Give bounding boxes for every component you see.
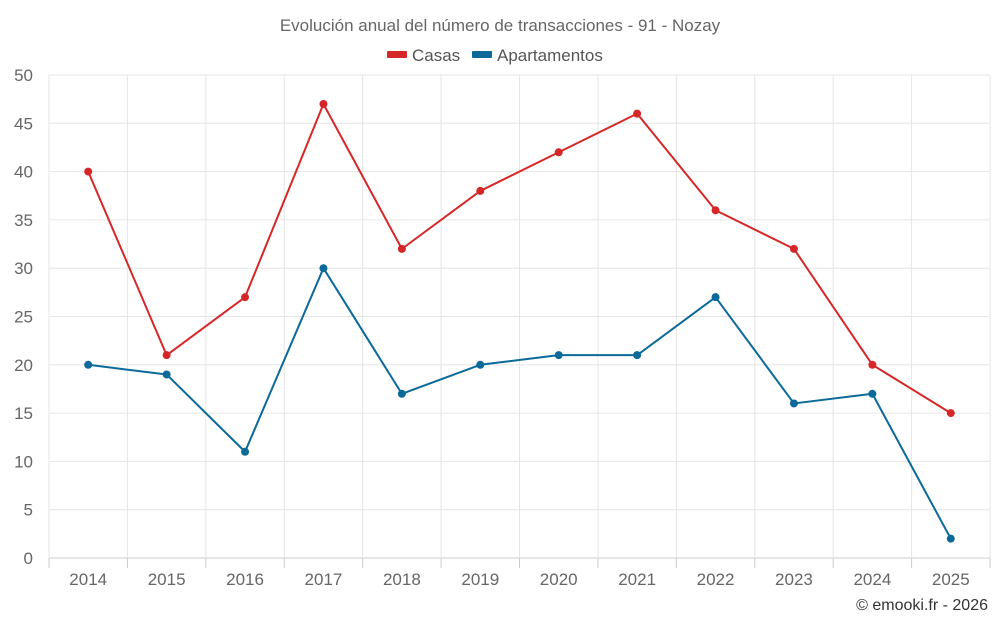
- data-point-apartamentos[interactable]: [319, 264, 328, 273]
- legend-label-apartamentos[interactable]: Apartamentos: [497, 46, 603, 65]
- data-point-casas[interactable]: [554, 148, 563, 157]
- x-tick-label: 2020: [540, 570, 578, 589]
- x-tick-label: 2014: [69, 570, 107, 589]
- data-point-casas[interactable]: [476, 186, 485, 195]
- y-tick-label: 40: [14, 163, 33, 182]
- data-point-apartamentos[interactable]: [241, 447, 250, 456]
- y-tick-label: 15: [14, 404, 33, 423]
- x-tick-label: 2024: [853, 570, 891, 589]
- data-point-apartamentos[interactable]: [868, 389, 877, 398]
- x-tick-label: 2015: [148, 570, 186, 589]
- y-tick-label: 5: [24, 501, 33, 520]
- data-point-casas[interactable]: [868, 360, 877, 369]
- data-point-apartamentos[interactable]: [789, 399, 798, 408]
- data-point-casas[interactable]: [789, 244, 798, 253]
- x-tick-label: 2021: [618, 570, 656, 589]
- y-tick-label: 45: [14, 114, 33, 133]
- data-point-apartamentos[interactable]: [946, 534, 955, 543]
- legend-swatch-apartamentos: [472, 51, 492, 58]
- x-tick-label: 2025: [932, 570, 970, 589]
- chart-title: Evolución anual del número de transaccio…: [280, 16, 721, 35]
- data-point-casas[interactable]: [633, 109, 642, 118]
- grid: [48, 74, 991, 559]
- x-axis: 2014 2015 2016 2017 2018 2019 2020 2021 2022 2023…: [48, 558, 991, 589]
- series-line-apartamentos: [88, 267, 952, 540]
- data-point-apartamentos[interactable]: [554, 351, 563, 360]
- data-point-casas[interactable]: [84, 167, 93, 176]
- x-tick-label: 2022: [697, 570, 735, 589]
- data-point-casas[interactable]: [162, 351, 171, 360]
- credit: © emooki.fr - 2026: [856, 597, 988, 614]
- y-tick-label: 50: [14, 66, 33, 85]
- y-tick-label: 10: [14, 452, 33, 471]
- data-point-apartamentos[interactable]: [711, 293, 720, 302]
- series: [84, 99, 955, 543]
- data-point-apartamentos[interactable]: [397, 389, 406, 398]
- x-tick-label: 2019: [461, 570, 499, 589]
- legend-swatch-casas: [387, 51, 407, 58]
- y-tick-label: 20: [14, 356, 33, 375]
- data-point-apartamentos[interactable]: [476, 360, 485, 369]
- y-tick-label: 0: [24, 549, 33, 568]
- x-tick-label: 2016: [226, 570, 264, 589]
- legend-label-casas[interactable]: Casas: [412, 46, 460, 65]
- y-axis: 0 5 10 15 20 25 30 35 40 45 50: [14, 66, 33, 568]
- x-tick-label: 2017: [305, 570, 343, 589]
- y-tick-label: 30: [14, 259, 33, 278]
- data-point-apartamentos[interactable]: [162, 370, 171, 379]
- data-point-casas[interactable]: [711, 206, 720, 215]
- data-point-apartamentos[interactable]: [633, 351, 642, 360]
- series-line-casas: [87, 102, 952, 414]
- data-point-casas[interactable]: [397, 244, 406, 253]
- data-point-casas[interactable]: [946, 409, 955, 418]
- x-tick-label: 2023: [775, 570, 813, 589]
- y-tick-label: 35: [14, 211, 33, 230]
- data-point-casas[interactable]: [241, 293, 250, 302]
- x-tick-label: 2018: [383, 570, 421, 589]
- y-tick-label: 25: [14, 308, 33, 327]
- data-point-casas[interactable]: [319, 99, 328, 108]
- data-point-apartamentos[interactable]: [84, 360, 93, 369]
- legend: Casas Apartamentos: [387, 46, 603, 65]
